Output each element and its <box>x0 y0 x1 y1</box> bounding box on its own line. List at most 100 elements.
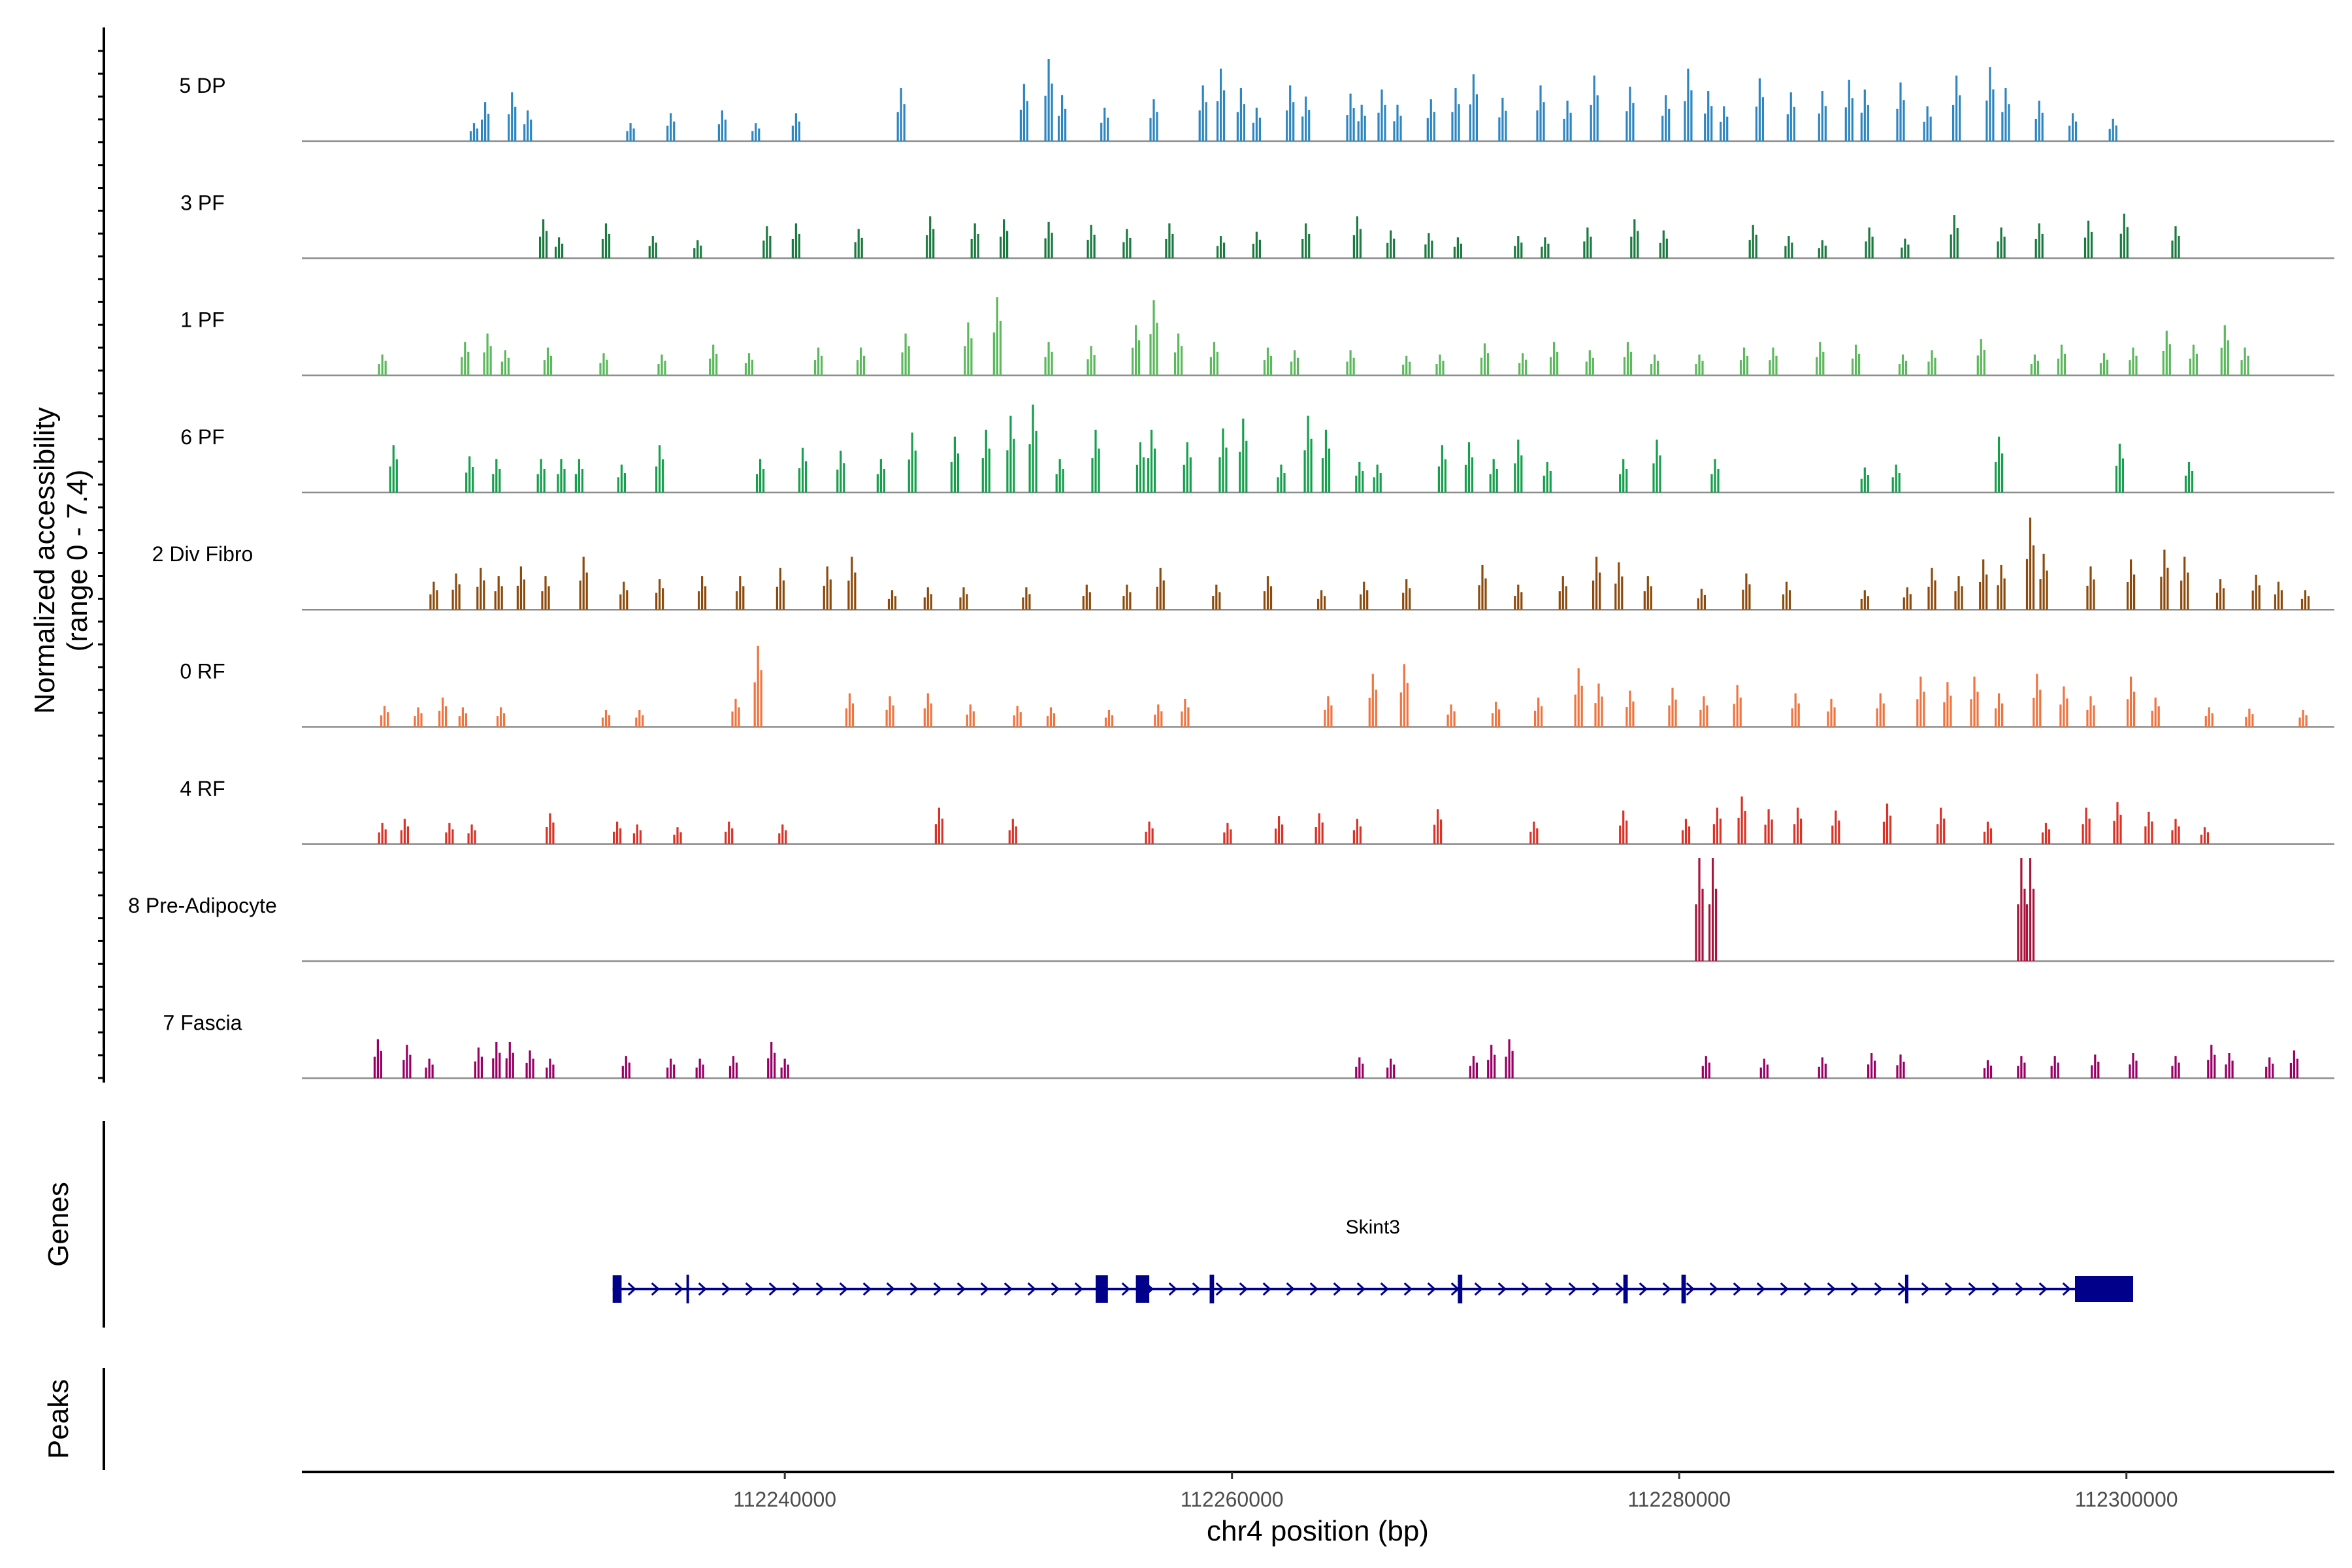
coverage-peak <box>1544 237 1546 259</box>
coverage-peak <box>1403 664 1405 727</box>
coverage-peak <box>1716 808 1718 844</box>
coverage-peak <box>1712 858 1714 962</box>
coverage-peak <box>985 429 987 493</box>
coverage-peak <box>1955 75 1958 141</box>
coverage-peak <box>843 463 845 493</box>
coverage-peak <box>1514 463 1516 493</box>
coverage-peak <box>2231 1060 2234 1079</box>
coverage-peak <box>2091 1065 2093 1079</box>
coverage-peak <box>508 1041 511 1079</box>
coverage-peak <box>1982 559 1985 610</box>
coverage-peak <box>1623 357 1626 376</box>
coverage-peak <box>2191 471 2194 493</box>
coverage-peak <box>1745 573 1748 610</box>
coverage-peak <box>1100 122 1103 141</box>
coverage-peak <box>1147 458 1150 493</box>
coverage-peak <box>1746 355 1749 376</box>
coverage-peak <box>1269 355 1273 376</box>
coverage-peak <box>1737 817 1740 844</box>
coverage-peak <box>2020 1056 2023 1079</box>
coverage-peak <box>1659 455 1661 493</box>
strand-arrow-icon <box>1521 1282 1530 1296</box>
coverage-peak <box>1135 325 1137 376</box>
coverage-peak <box>2268 1057 2271 1079</box>
coverage-peak <box>2206 832 2210 844</box>
coverage-peak <box>1818 1066 1820 1079</box>
coverage-peak <box>2148 811 2150 844</box>
coverage-peak <box>1976 355 1979 376</box>
coverage-peak <box>1539 85 1542 141</box>
coverage-peak <box>1152 99 1155 141</box>
coverage-peak <box>1586 227 1589 259</box>
x-tick-label: 112260000 <box>1181 1488 1284 1511</box>
coverage-peak <box>445 832 448 844</box>
coverage-peak <box>698 1058 701 1079</box>
coverage-peak <box>791 125 794 141</box>
coverage-peak <box>1995 461 1997 493</box>
coverage-peak <box>2187 572 2189 610</box>
peaks-panel-title: Peaks <box>42 1379 74 1459</box>
coverage-peak <box>1359 826 1362 844</box>
coverage-peak <box>2094 1054 2097 1079</box>
coverage-peak <box>1758 78 1761 141</box>
coverage-peak <box>1556 351 1559 376</box>
coverage-peak <box>1863 590 1866 610</box>
coverage-peak <box>1546 461 1548 493</box>
coverage-peak <box>2251 590 2254 610</box>
coverage-peak <box>648 246 651 259</box>
coverage-peak <box>2184 476 2187 493</box>
coverage-peak <box>1315 827 1317 844</box>
coverage-peak <box>549 1058 551 1079</box>
coverage-peak <box>736 591 738 610</box>
coverage-peak <box>731 711 734 727</box>
coverage-peak <box>1386 1068 1389 1079</box>
gene-exon <box>1904 1275 1908 1303</box>
coverage-peak <box>1772 347 1774 376</box>
coverage-peak <box>721 110 723 141</box>
strand-arrow-icon <box>768 1282 777 1296</box>
coverage-peak <box>1954 591 1957 610</box>
coverage-peak <box>1223 242 1226 259</box>
coverage-peak <box>1439 354 1441 376</box>
coverage-peak <box>1867 1064 1870 1079</box>
coverage-peak <box>1151 828 1154 844</box>
coverage-peak <box>907 459 910 493</box>
coverage-peak <box>626 590 629 610</box>
coverage-peak <box>1216 351 1218 376</box>
coverage-peak <box>1051 351 1053 376</box>
coverage-peak <box>780 1068 783 1079</box>
coverage-peak <box>1181 711 1183 727</box>
coverage-peak <box>2272 1064 2274 1079</box>
coverage-peak <box>1863 467 1866 493</box>
strand-arrow-icon <box>1968 1282 1977 1296</box>
coverage-peak <box>840 450 842 493</box>
coverage-peak <box>966 594 968 610</box>
coverage-peak <box>1318 813 1320 844</box>
coverage-peak <box>1517 236 1520 259</box>
coverage-peak <box>387 712 389 727</box>
coverage-peak <box>632 833 635 844</box>
coverage-peak <box>1431 240 1433 259</box>
coverage-peak <box>384 361 387 376</box>
coverage-peak <box>1243 104 1245 141</box>
coverage-peak <box>1165 238 1168 259</box>
coverage-peak <box>1536 828 1539 844</box>
coverage-peak <box>1000 237 1002 259</box>
coverage-peak <box>923 708 926 727</box>
coverage-peak <box>2274 594 2276 610</box>
coverage-peak <box>1277 477 1279 493</box>
coverage-peak <box>2255 574 2257 610</box>
coverage-peak <box>1446 714 1449 727</box>
coverage-peak <box>698 591 700 610</box>
coverage-peak <box>972 711 975 727</box>
coverage-peak <box>1015 826 1017 844</box>
coverage-peak <box>1998 693 2001 727</box>
coverage-peak <box>1019 712 1022 727</box>
coverage-peak <box>1352 357 1355 376</box>
coverage-peak <box>1310 438 1313 493</box>
coverage-peak <box>1983 832 1986 844</box>
coverage-peak <box>492 1058 495 1079</box>
track-label: 2 Div Fibro <box>152 542 253 566</box>
coverage-peak <box>673 834 676 844</box>
coverage-peak <box>885 710 888 727</box>
